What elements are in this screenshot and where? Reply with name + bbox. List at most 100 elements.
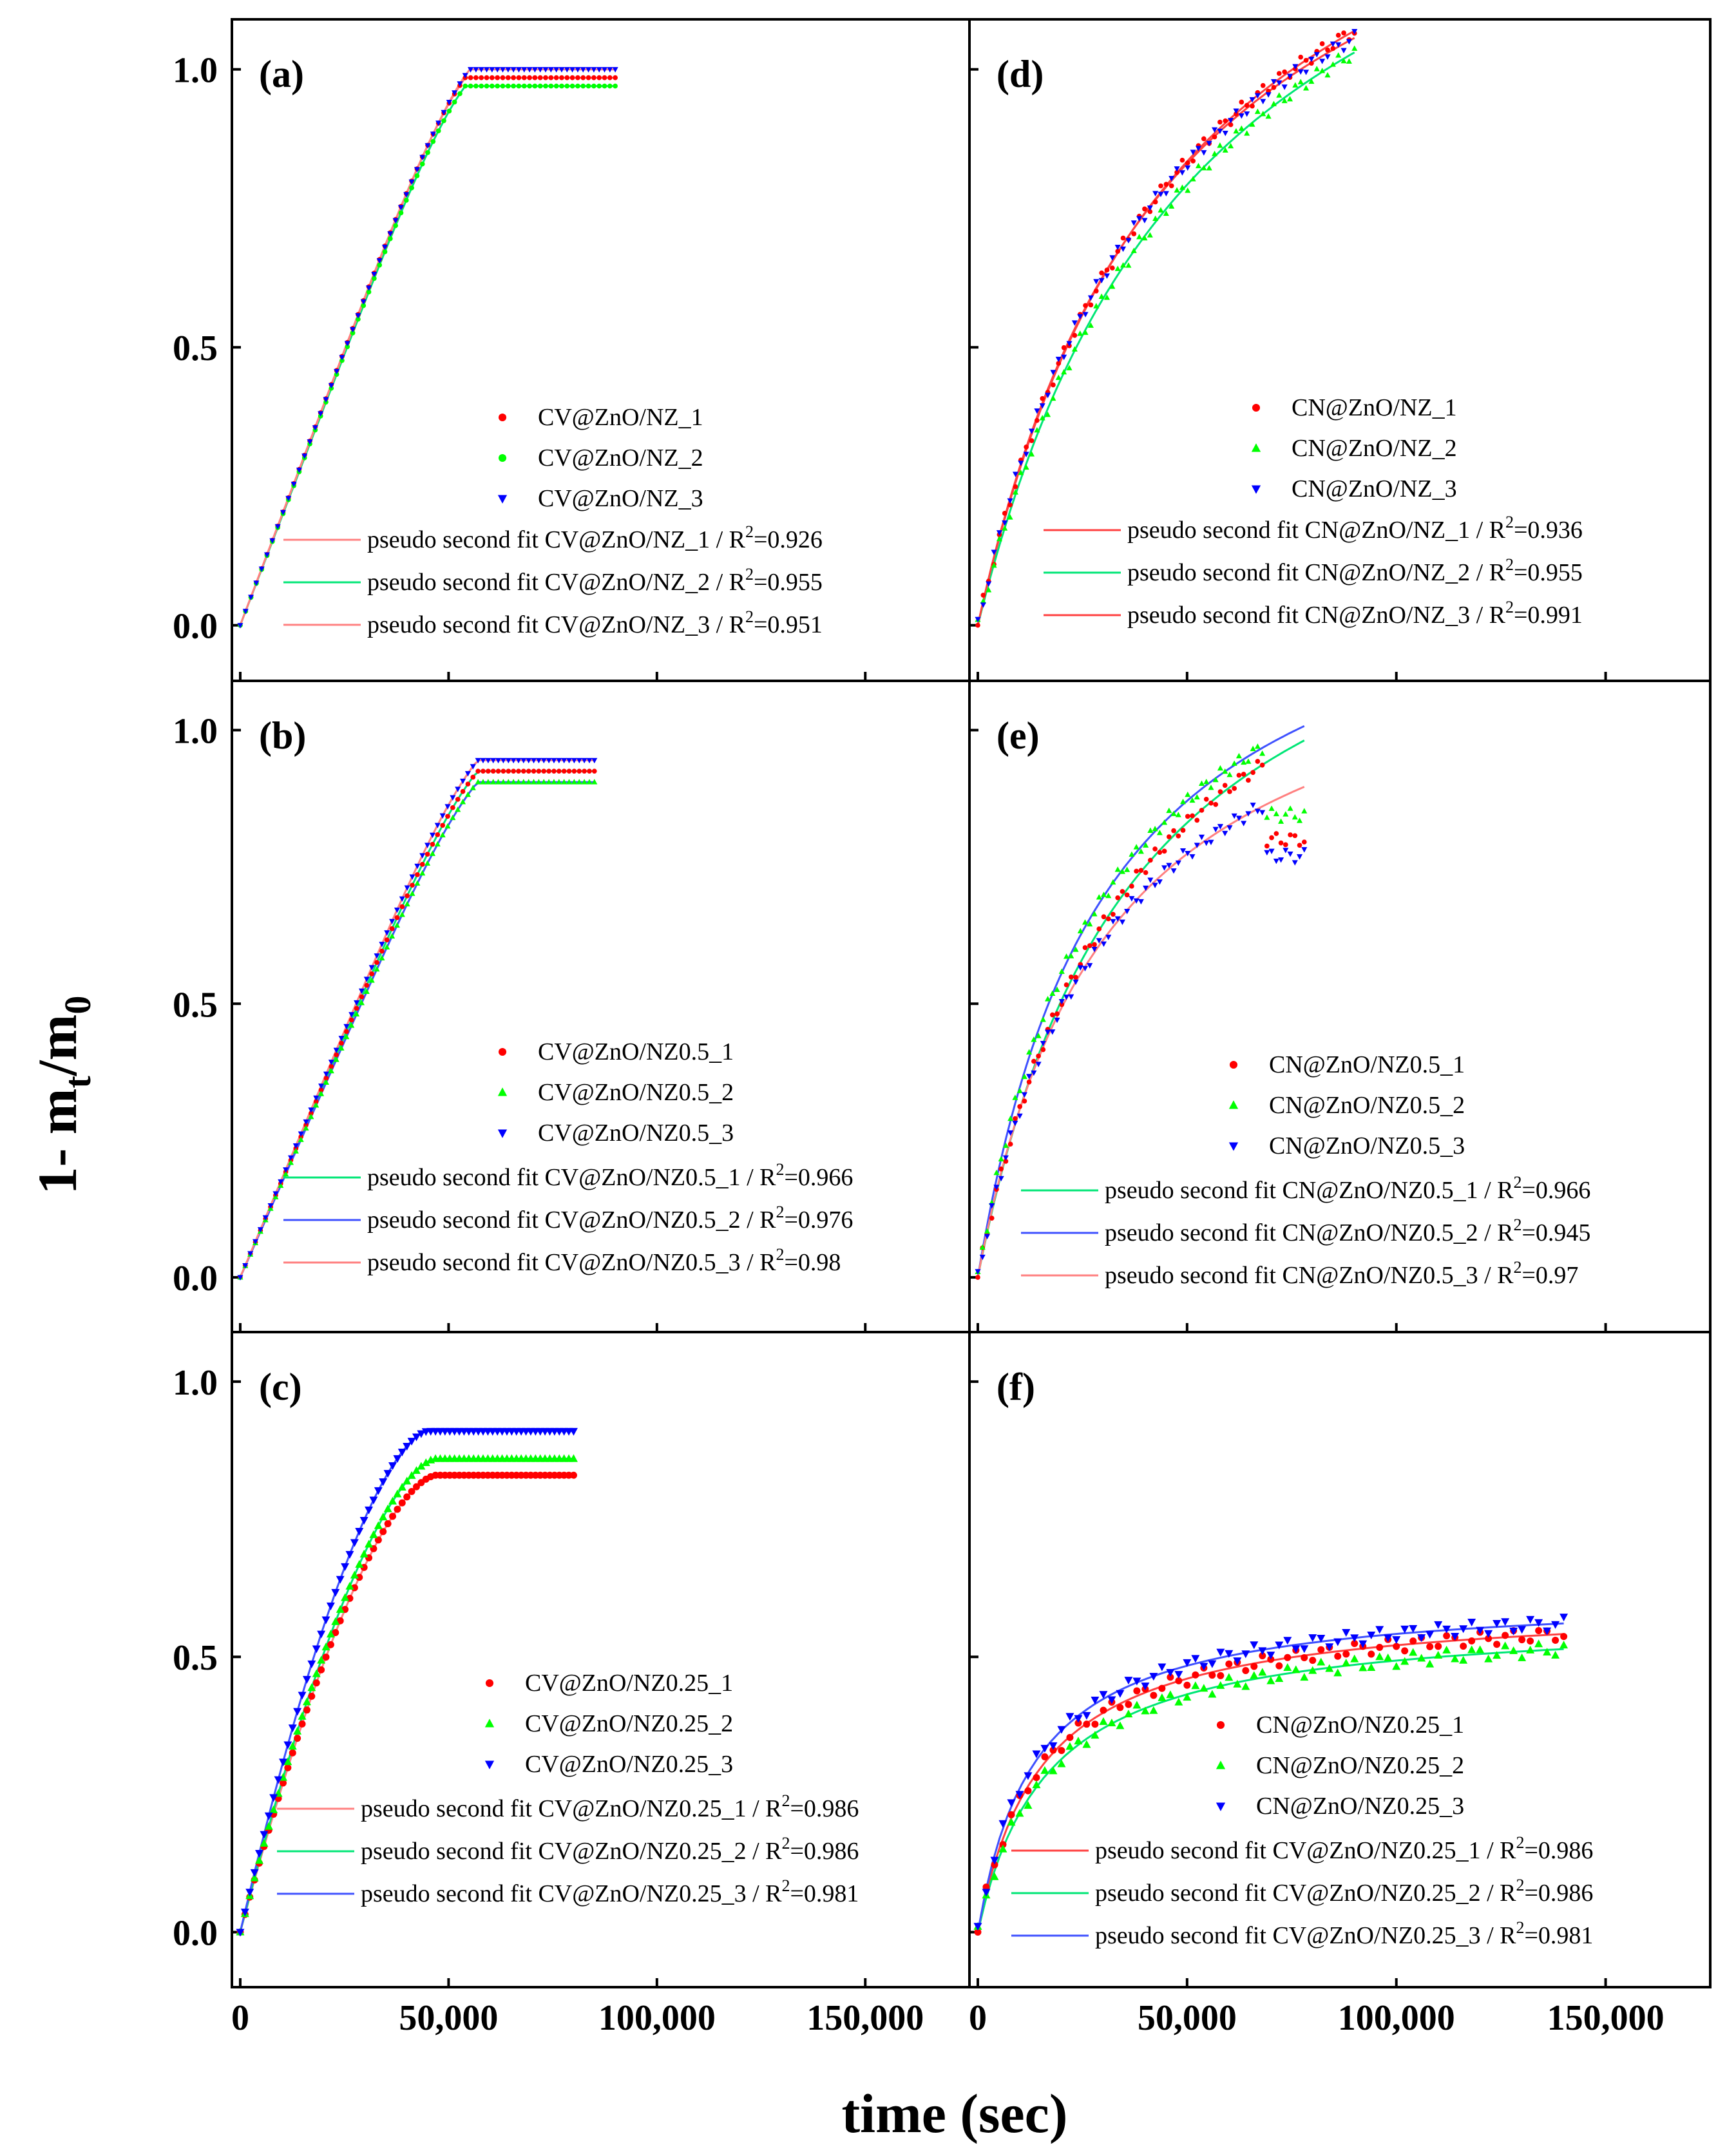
data-point bbox=[489, 75, 495, 81]
data-point bbox=[444, 823, 451, 829]
panel-b: 0.0 0.5 1.0 (b) CV@ZnO/NZ0.5_1 CV@ZnO/NZ0.5_2… bbox=[173, 680, 971, 1333]
x-tick-label: 0 bbox=[231, 1998, 249, 2038]
data-point bbox=[287, 1155, 294, 1161]
data-point bbox=[358, 988, 365, 995]
data-point bbox=[980, 602, 986, 608]
data-point bbox=[1526, 1645, 1535, 1654]
data-point bbox=[520, 758, 527, 764]
data-point bbox=[1065, 1742, 1074, 1750]
data-point bbox=[564, 75, 570, 81]
data-point bbox=[408, 1488, 415, 1496]
panel-label: (d) bbox=[997, 53, 1044, 95]
data-point bbox=[1239, 99, 1245, 105]
data-point bbox=[1087, 295, 1094, 301]
y-tick-label: 1.0 bbox=[173, 1363, 218, 1403]
data-point bbox=[473, 75, 479, 81]
data-point bbox=[318, 411, 324, 417]
data-point bbox=[1206, 140, 1212, 147]
data-point bbox=[1241, 821, 1247, 826]
data-point bbox=[1092, 942, 1097, 948]
legend-marker bbox=[498, 1047, 507, 1056]
data-point bbox=[1308, 56, 1315, 62]
data-point bbox=[1007, 1811, 1015, 1818]
data-point bbox=[1050, 370, 1056, 376]
data-point bbox=[301, 453, 308, 459]
data-point bbox=[1125, 262, 1132, 268]
data-point bbox=[1189, 797, 1196, 803]
data-point bbox=[1100, 891, 1107, 897]
legend-fit-superscript: 2 bbox=[745, 565, 754, 584]
data-point bbox=[1560, 1614, 1569, 1622]
data-point bbox=[500, 779, 506, 785]
data-point bbox=[1268, 848, 1275, 855]
data-point bbox=[1208, 800, 1214, 806]
legend-fit-label: pseudo second fit CN@ZnO/NZ0.5_3 / R2=0.… bbox=[1105, 1258, 1578, 1289]
data-point bbox=[1007, 514, 1013, 520]
data-point bbox=[515, 67, 522, 73]
data-point bbox=[1551, 1650, 1560, 1659]
data-point bbox=[973, 1923, 982, 1931]
data-point bbox=[274, 524, 281, 530]
data-point bbox=[240, 1909, 249, 1917]
series-1-points bbox=[975, 30, 1357, 628]
data-point bbox=[339, 355, 345, 361]
data-point bbox=[1259, 1652, 1266, 1659]
data-point bbox=[308, 1113, 314, 1120]
data-point bbox=[388, 1462, 397, 1471]
data-point bbox=[526, 768, 531, 774]
data-point bbox=[398, 1499, 406, 1507]
data-point bbox=[1275, 1641, 1284, 1650]
data-point bbox=[1368, 1650, 1375, 1658]
data-point bbox=[999, 1841, 1007, 1849]
y-axis-title-sub2: 0 bbox=[57, 996, 99, 1015]
data-point bbox=[1093, 288, 1099, 294]
data-point bbox=[242, 1263, 249, 1269]
data-point bbox=[510, 758, 517, 764]
data-point bbox=[1208, 1690, 1217, 1698]
data-point bbox=[284, 1764, 292, 1771]
data-point bbox=[242, 609, 249, 615]
data-point bbox=[535, 779, 542, 785]
series-3-points bbox=[975, 803, 1308, 1275]
data-point bbox=[1065, 1713, 1074, 1721]
data-point bbox=[1250, 103, 1255, 109]
data-point bbox=[1543, 1627, 1552, 1635]
data-point bbox=[1238, 113, 1245, 119]
data-point bbox=[356, 316, 361, 322]
data-point bbox=[384, 944, 390, 949]
data-point bbox=[991, 562, 997, 568]
data-point bbox=[1342, 1658, 1351, 1666]
data-point bbox=[403, 198, 409, 203]
data-point bbox=[485, 779, 491, 785]
data-point bbox=[1319, 41, 1325, 46]
data-point bbox=[542, 67, 549, 73]
data-point bbox=[996, 535, 1002, 542]
data-point bbox=[1190, 149, 1196, 155]
data-point bbox=[489, 67, 495, 73]
data-point bbox=[1026, 1079, 1032, 1085]
data-point bbox=[1061, 354, 1067, 361]
legend-fit-superscript: 2 bbox=[782, 1876, 790, 1895]
data-point bbox=[333, 1047, 339, 1054]
data-point bbox=[1024, 444, 1029, 450]
data-point bbox=[350, 327, 356, 333]
data-point bbox=[1217, 789, 1223, 794]
data-point bbox=[446, 108, 452, 114]
data-point bbox=[336, 1605, 345, 1613]
data-point bbox=[414, 173, 420, 178]
data-point bbox=[1158, 1693, 1167, 1701]
data-point bbox=[1174, 1671, 1183, 1679]
series-2-points bbox=[237, 779, 598, 1280]
data-point bbox=[1028, 428, 1035, 434]
data-point bbox=[313, 1102, 320, 1108]
data-point bbox=[1259, 810, 1266, 816]
data-point bbox=[354, 1006, 359, 1011]
data-point bbox=[1024, 1772, 1033, 1780]
data-point bbox=[1300, 1673, 1309, 1681]
data-point bbox=[409, 890, 415, 896]
data-point bbox=[1138, 868, 1144, 873]
data-point bbox=[327, 1641, 334, 1648]
data-point bbox=[430, 138, 436, 144]
data-point bbox=[979, 1244, 986, 1250]
data-point bbox=[1104, 267, 1110, 273]
